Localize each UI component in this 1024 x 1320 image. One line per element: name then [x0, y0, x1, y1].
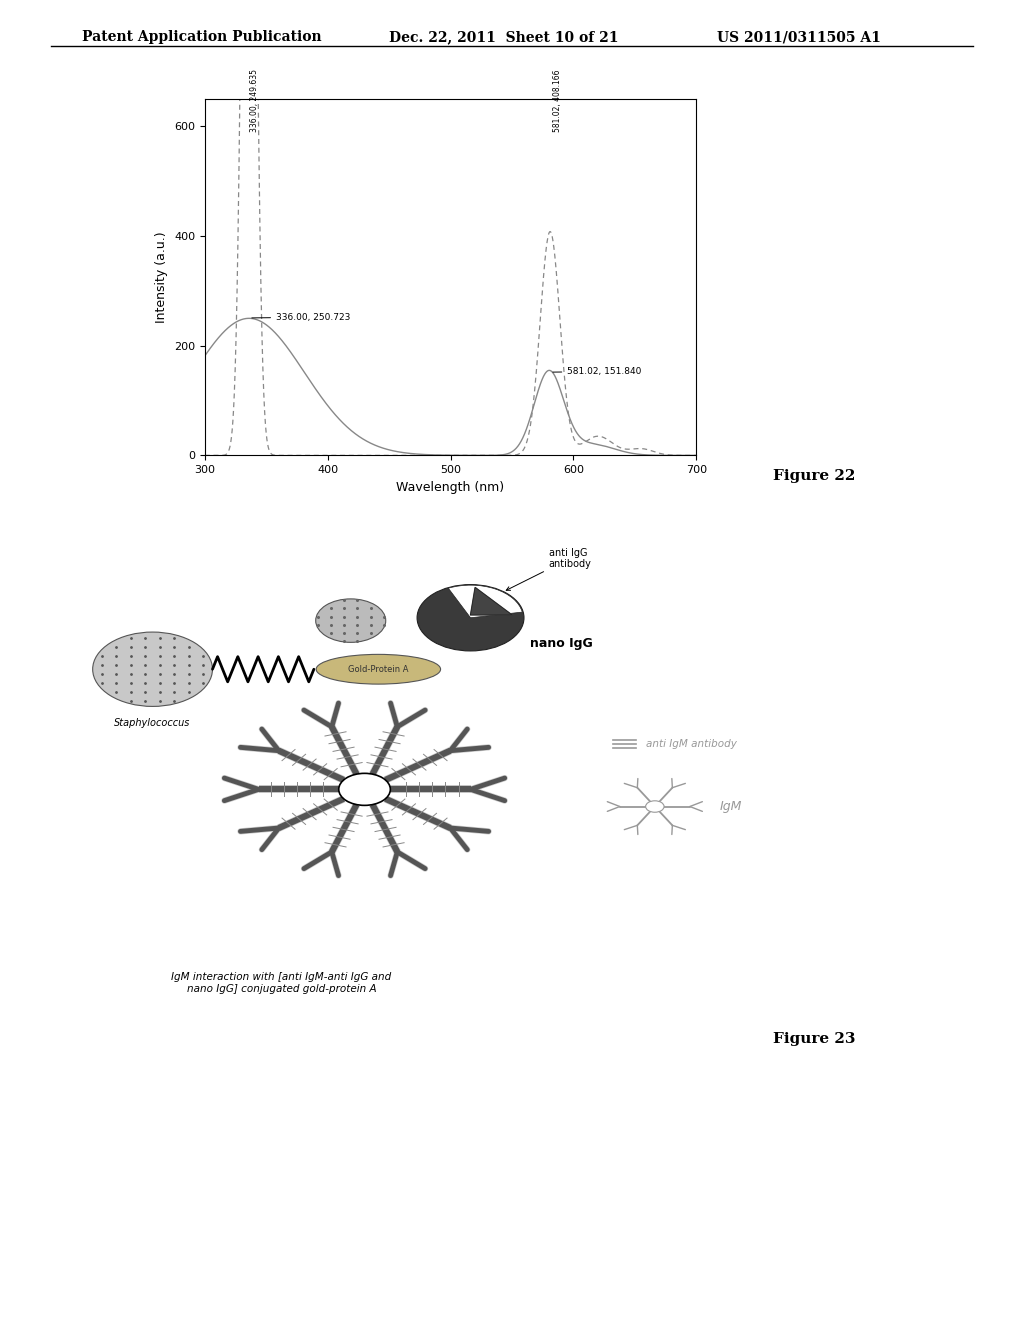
Circle shape: [339, 774, 390, 805]
Text: 581.02, 408.166: 581.02, 408.166: [553, 70, 561, 132]
Y-axis label: Intensity (a.u.): Intensity (a.u.): [156, 231, 168, 323]
Text: 336.00, 249.635: 336.00, 249.635: [250, 69, 259, 132]
X-axis label: Wavelength (nm): Wavelength (nm): [396, 480, 505, 494]
Text: Patent Application Publication: Patent Application Publication: [82, 30, 322, 45]
Ellipse shape: [316, 655, 440, 684]
Text: Figure 23: Figure 23: [773, 1032, 856, 1047]
Text: anti IgG
antibody: anti IgG antibody: [506, 548, 592, 590]
Text: 336.00, 250.723: 336.00, 250.723: [252, 313, 350, 322]
Circle shape: [417, 585, 524, 651]
Text: IgM interaction with [anti IgM-anti IgG and
nano IgG] conjugated gold-protein A: IgM interaction with [anti IgM-anti IgG …: [171, 973, 392, 994]
Text: 581.02, 151.840: 581.02, 151.840: [553, 367, 642, 376]
Text: Gold-Protein A: Gold-Protein A: [348, 665, 409, 673]
Polygon shape: [471, 587, 512, 615]
Circle shape: [93, 632, 213, 706]
Wedge shape: [449, 585, 522, 618]
Text: anti IgM antibody: anti IgM antibody: [646, 739, 736, 748]
Text: Staphylococcus: Staphylococcus: [115, 718, 190, 727]
Text: IgM: IgM: [720, 800, 741, 813]
Circle shape: [646, 801, 665, 812]
Circle shape: [315, 599, 386, 643]
Text: Dec. 22, 2011  Sheet 10 of 21: Dec. 22, 2011 Sheet 10 of 21: [389, 30, 618, 45]
Text: Figure 22: Figure 22: [773, 469, 855, 483]
Text: nano IgG: nano IgG: [530, 638, 593, 649]
Text: US 2011/0311505 A1: US 2011/0311505 A1: [717, 30, 881, 45]
